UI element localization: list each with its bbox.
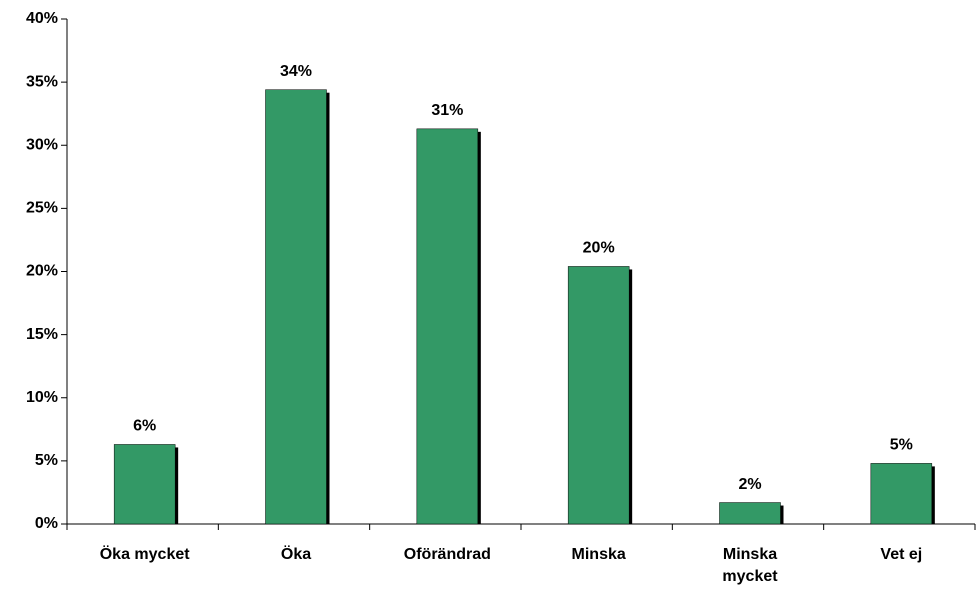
y-tick-label: 25% <box>26 200 58 217</box>
x-tick-label: Öka mycket <box>99 546 190 563</box>
bar <box>870 463 933 525</box>
y-tick-label: 20% <box>26 263 58 280</box>
y-tick-label: 10% <box>26 389 58 406</box>
data-label: 2% <box>738 476 761 493</box>
data-label: 6% <box>133 418 156 435</box>
x-tick-label: Minska mycket <box>722 546 778 585</box>
data-label: 31% <box>431 102 463 119</box>
bar <box>113 444 176 525</box>
bar <box>265 89 327 525</box>
y-tick-label: 30% <box>26 136 58 153</box>
y-tick-label: 0% <box>35 515 58 532</box>
x-tick-label: Vet ej <box>880 546 923 563</box>
y-tick-label: 35% <box>26 73 58 90</box>
data-label: 20% <box>583 240 615 257</box>
y-tick-label: 40% <box>26 10 58 27</box>
bar <box>416 128 479 525</box>
x-tick-label: Oförändrad <box>403 546 491 563</box>
x-tick-label: Minska <box>571 546 626 563</box>
x-tick-label: Öka <box>280 546 312 563</box>
y-tick-label: 5% <box>35 452 58 469</box>
bar <box>567 266 630 525</box>
data-label: 34% <box>280 63 312 80</box>
data-label: 5% <box>890 437 913 454</box>
bar <box>719 502 781 525</box>
y-tick-label: 15% <box>26 326 58 343</box>
